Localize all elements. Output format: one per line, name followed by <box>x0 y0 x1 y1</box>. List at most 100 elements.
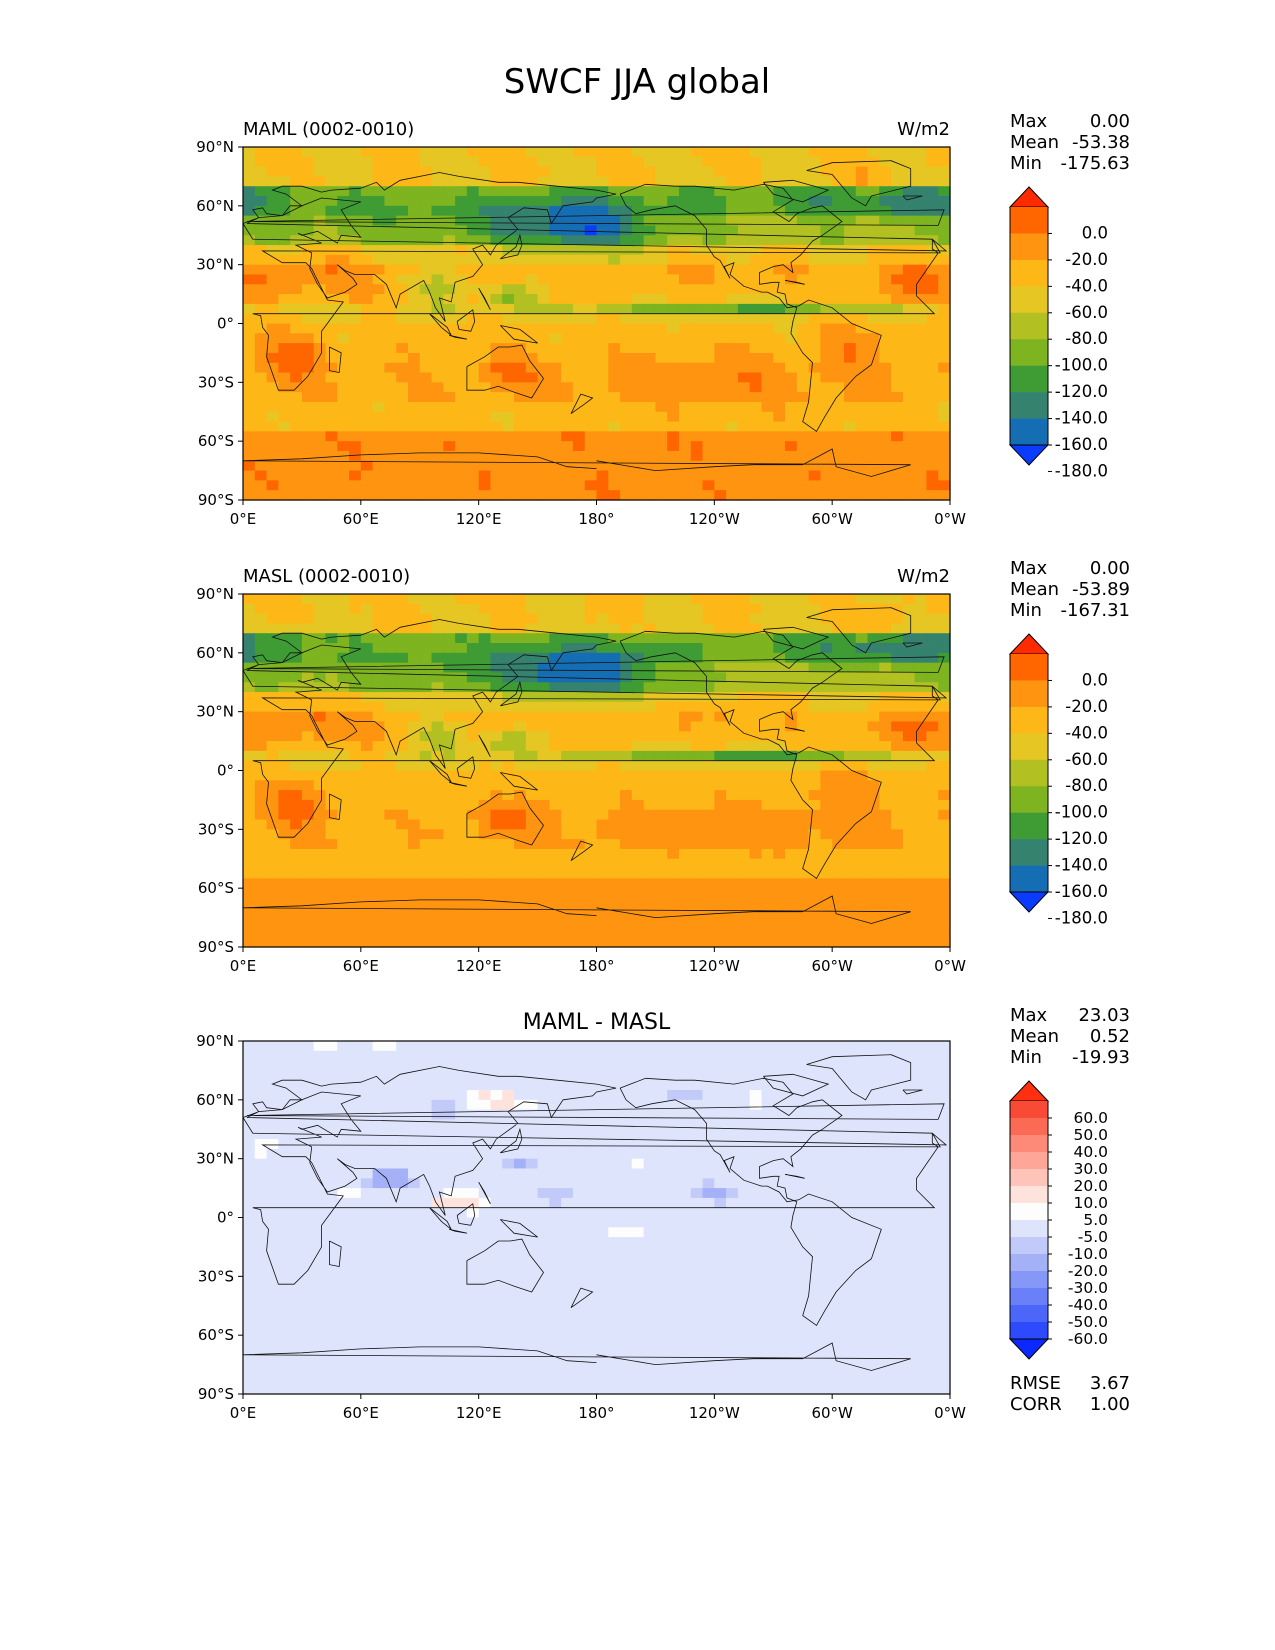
heatmap-cell <box>808 760 821 772</box>
heatmap-cell <box>737 323 751 334</box>
heatmap-cell <box>384 313 397 325</box>
heatmap-cell <box>631 1099 645 1111</box>
heatmap-cell <box>466 392 480 403</box>
heatmap-cell <box>419 868 433 879</box>
heatmap-cell <box>596 731 609 742</box>
heatmap-cell <box>561 839 574 850</box>
heatmap-cell <box>325 927 338 938</box>
heatmap-cell <box>631 323 645 334</box>
heatmap-cell <box>301 741 315 752</box>
heatmap-cell <box>549 196 562 207</box>
heatmap-cell <box>773 799 786 811</box>
heatmap-cell <box>796 274 810 285</box>
heatmap-cell <box>608 750 621 762</box>
heatmap-cell <box>537 907 550 919</box>
heatmap-cell <box>278 633 291 644</box>
heatmap-cell <box>596 1070 609 1081</box>
heatmap-cell <box>808 1090 821 1101</box>
heatmap-cell <box>938 225 951 236</box>
heatmap-cell <box>690 176 704 187</box>
heatmap-cell <box>785 294 798 305</box>
panel-units: W/m2 <box>897 566 950 587</box>
heatmap-cell <box>843 927 857 938</box>
heatmap-cell <box>478 382 492 393</box>
heatmap-cell <box>796 741 810 752</box>
heatmap-cell <box>891 613 904 625</box>
heatmap-cell <box>808 652 821 664</box>
heatmap-cell <box>737 731 751 742</box>
heatmap-cell <box>254 264 268 276</box>
heatmap-cell <box>490 780 503 791</box>
heatmap-cell <box>266 362 279 374</box>
heatmap-cell <box>349 878 362 889</box>
heatmap-cell <box>773 411 786 423</box>
heatmap-cell <box>773 460 786 472</box>
heatmap-cell <box>796 225 810 236</box>
heatmap-cell <box>431 372 444 383</box>
heatmap-cell <box>773 313 786 325</box>
heatmap-cell <box>737 274 751 285</box>
heatmap-cell <box>478 1109 492 1121</box>
heatmap-cell <box>337 917 350 928</box>
heatmap-cell <box>431 799 444 811</box>
heatmap-cell <box>384 927 397 938</box>
heatmap-cell <box>808 1080 821 1091</box>
heatmap-cell <box>808 156 821 168</box>
heatmap-cell <box>902 147 916 158</box>
heatmap-cell <box>514 156 527 168</box>
heatmap-cell <box>655 927 668 938</box>
heatmap-cell <box>620 166 633 178</box>
heatmap-cell <box>631 294 645 305</box>
heatmap-cell <box>843 1109 857 1121</box>
heatmap-cell <box>360 858 374 870</box>
heatmap-cell <box>490 603 503 615</box>
heatmap-cell <box>584 888 598 899</box>
heatmap-cell <box>561 284 574 295</box>
heatmap-cell <box>737 799 751 811</box>
heatmap-cell <box>914 682 928 693</box>
heatmap-cell <box>278 711 291 723</box>
heatmap-cell <box>667 809 680 821</box>
heatmap-cell <box>325 623 338 634</box>
heatmap-cell <box>938 274 951 285</box>
heatmap-cell <box>726 897 739 909</box>
heatmap-cell <box>891 421 904 432</box>
colorbar-band <box>1010 680 1048 708</box>
heatmap-cell <box>325 613 338 625</box>
x-tick-label: 180° <box>578 510 614 528</box>
heatmap-cell <box>407 401 421 413</box>
heatmap-cell <box>855 927 869 938</box>
heatmap-cell <box>478 829 492 840</box>
heatmap-cell <box>372 431 385 442</box>
heatmap-cell <box>325 450 338 462</box>
heatmap-cell <box>525 186 539 197</box>
heatmap-cell <box>855 750 869 762</box>
heatmap-cell <box>820 603 833 615</box>
heatmap-cell <box>631 392 645 403</box>
heatmap-cell <box>561 741 574 752</box>
heatmap-cell <box>631 235 645 246</box>
heatmap-cell <box>785 1060 798 1072</box>
heatmap-cell <box>914 235 928 246</box>
heatmap-cell <box>407 790 421 801</box>
heatmap-cell <box>926 643 939 654</box>
heatmap-cell <box>584 147 598 158</box>
heatmap-cell <box>891 441 904 452</box>
heatmap-cell <box>301 907 315 919</box>
heatmap-cell <box>749 274 763 285</box>
heatmap-cell <box>502 392 515 403</box>
heatmap-cell <box>360 790 374 801</box>
heatmap-cell <box>643 362 657 374</box>
heatmap-cell <box>620 1050 633 1062</box>
heatmap-cell <box>407 1090 421 1101</box>
heatmap-cell <box>785 839 798 850</box>
heatmap-cell <box>796 460 810 472</box>
heatmap-cell <box>749 878 763 889</box>
heatmap-cell <box>843 643 857 654</box>
heatmap-cell <box>891 848 904 860</box>
heatmap-cell <box>808 431 821 442</box>
heatmap-cell <box>466 225 480 236</box>
heatmap-cell <box>278 470 291 481</box>
heatmap-cell <box>867 450 880 462</box>
heatmap-cell <box>773 682 786 693</box>
